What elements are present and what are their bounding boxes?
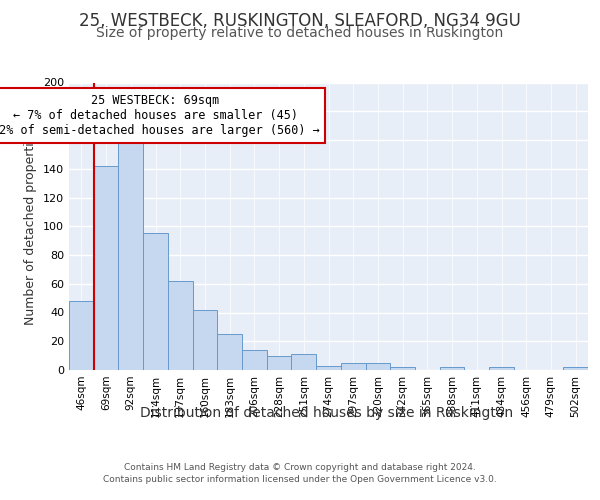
Text: 25 WESTBECK: 69sqm
← 7% of detached houses are smaller (45)
92% of semi-detached: 25 WESTBECK: 69sqm ← 7% of detached hous…: [0, 94, 319, 137]
Bar: [143, 234, 168, 370]
Bar: [69, 301, 94, 370]
Bar: [440, 367, 464, 370]
Text: Contains HM Land Registry data © Crown copyright and database right 2024.: Contains HM Land Registry data © Crown c…: [124, 464, 476, 472]
Text: Size of property relative to detached houses in Ruskington: Size of property relative to detached ho…: [97, 26, 503, 40]
Text: 25, WESTBECK, RUSKINGTON, SLEAFORD, NG34 9GU: 25, WESTBECK, RUSKINGTON, SLEAFORD, NG34…: [79, 12, 521, 30]
Bar: [341, 363, 365, 370]
Text: Contains public sector information licensed under the Open Government Licence v3: Contains public sector information licen…: [103, 474, 497, 484]
Bar: [168, 281, 193, 370]
Bar: [292, 354, 316, 370]
Bar: [217, 334, 242, 370]
Bar: [489, 367, 514, 370]
Bar: [118, 136, 143, 370]
Y-axis label: Number of detached properties: Number of detached properties: [25, 128, 37, 325]
Bar: [267, 356, 292, 370]
Bar: [193, 310, 217, 370]
Bar: [94, 166, 118, 370]
Bar: [316, 366, 341, 370]
Bar: [563, 367, 588, 370]
Text: Distribution of detached houses by size in Ruskington: Distribution of detached houses by size …: [140, 406, 514, 419]
Bar: [365, 363, 390, 370]
Bar: [242, 350, 267, 370]
Bar: [390, 367, 415, 370]
